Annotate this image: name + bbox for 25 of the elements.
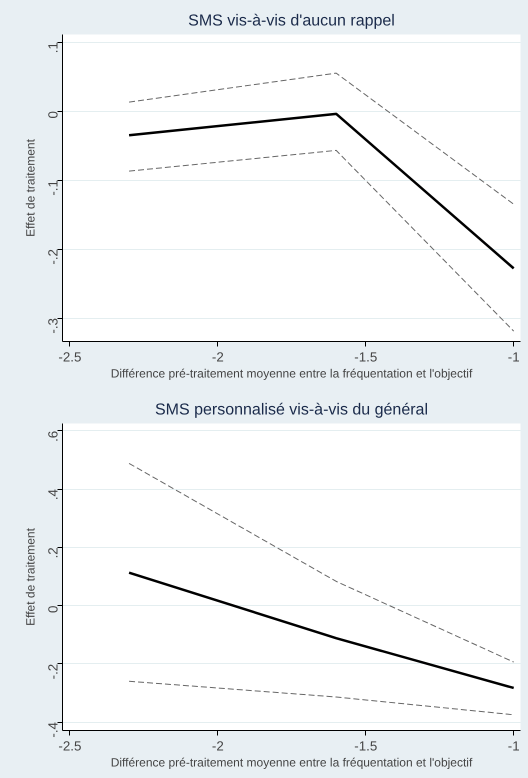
x-tick-label: -1 (508, 350, 520, 364)
y-tick-label: 0 (46, 606, 60, 613)
y-axis-title: Effet de traitement (24, 138, 38, 237)
y-tick-label: .4 (46, 488, 60, 500)
y-tick-label: .2 (46, 547, 60, 558)
x-tick-label: -1 (508, 738, 520, 754)
x-tick-label: -2.5 (58, 738, 82, 754)
y-tick-label: .1 (46, 42, 60, 54)
y-tick-label: -.1 (46, 180, 60, 196)
y-tick-label: .6 (46, 430, 60, 442)
x-tick-label: -1.5 (354, 350, 378, 364)
x-axis-title: Différence pré-traitement moyenne entre la fréquentation et l'objectif (110, 366, 473, 380)
y-axis-title: Effet de traitement (24, 527, 38, 626)
x-tick-label: -2 (212, 738, 224, 754)
y-tick-label: -.2 (46, 249, 60, 265)
x-tick-label: -2 (212, 350, 224, 364)
y-tick-label: 0 (46, 111, 60, 118)
y-tick-label: -.3 (46, 318, 60, 334)
chart-title: SMS vis-à-vis d'aucun rappel (188, 12, 395, 30)
y-tick-label: -.2 (46, 664, 60, 680)
x-tick-label: -2.5 (58, 350, 82, 364)
chart-title: SMS personnalisé vis-à-vis du général (154, 402, 428, 418)
x-tick-label: -1.5 (354, 738, 378, 754)
x-axis-title: Différence pré-traitement moyenne entre la fréquentation et l'objectif (110, 756, 473, 770)
y-tick-label: -.4 (46, 721, 60, 738)
